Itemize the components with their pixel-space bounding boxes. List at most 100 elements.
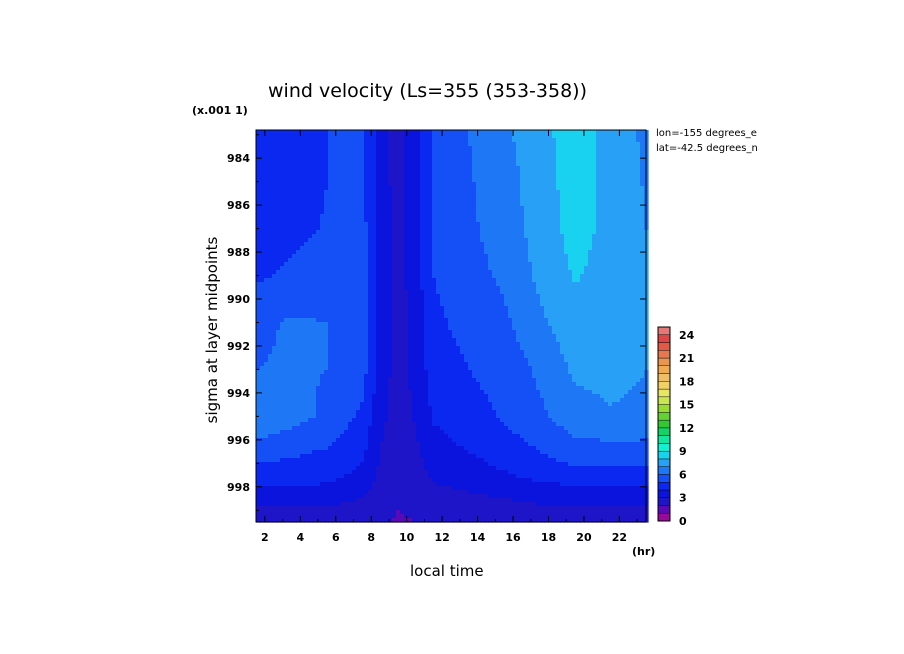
- heatmap-cell: [276, 150, 281, 155]
- heatmap-cell: [332, 138, 337, 143]
- heatmap-cell: [404, 206, 409, 211]
- heatmap-cell: [436, 298, 441, 303]
- heatmap-cell: [352, 274, 357, 279]
- heatmap-cell: [388, 158, 393, 163]
- heatmap-cell: [592, 278, 597, 283]
- heatmap-cell: [420, 198, 425, 203]
- heatmap-cell: [568, 298, 573, 303]
- heatmap-cell: [636, 154, 641, 159]
- heatmap-cell: [416, 174, 421, 179]
- heatmap-cell: [592, 246, 597, 251]
- heatmap-cell: [504, 246, 509, 251]
- heatmap-cell: [384, 222, 389, 227]
- heatmap-cell: [408, 178, 413, 183]
- heatmap-cell: [552, 326, 557, 331]
- heatmap-cell: [360, 330, 365, 335]
- heatmap-cell: [448, 150, 453, 155]
- heatmap-cell: [460, 246, 465, 251]
- heatmap-cell: [496, 326, 501, 331]
- heatmap-cell: [452, 294, 457, 299]
- heatmap-cell: [604, 182, 609, 187]
- heatmap-cell: [332, 242, 337, 247]
- heatmap-cell: [256, 262, 261, 267]
- heatmap-cell: [500, 290, 505, 295]
- heatmap-cell: [636, 242, 641, 247]
- heatmap-cell: [416, 150, 421, 155]
- heatmap-cell: [320, 234, 325, 239]
- heatmap-cell: [480, 174, 485, 179]
- heatmap-cell: [592, 274, 597, 279]
- heatmap-cell: [564, 282, 569, 287]
- heatmap-cell: [484, 198, 489, 203]
- heatmap-cell: [256, 166, 261, 171]
- heatmap-cell: [436, 254, 441, 259]
- heatmap-cell: [452, 194, 457, 199]
- heatmap-cell: [444, 266, 449, 271]
- heatmap-cell: [408, 290, 413, 295]
- heatmap-cell: [424, 270, 429, 275]
- heatmap-cell: [492, 262, 497, 267]
- heatmap-cell: [492, 294, 497, 299]
- heatmap-cell: [328, 222, 333, 227]
- heatmap-cell: [352, 246, 357, 251]
- heatmap-cell: [292, 282, 297, 287]
- heatmap-cell: [312, 170, 317, 175]
- heatmap-cell: [568, 222, 573, 227]
- heatmap-cell: [400, 170, 405, 175]
- heatmap-cell: [436, 262, 441, 267]
- heatmap-cell: [340, 322, 345, 327]
- heatmap-cell: [496, 274, 501, 279]
- heatmap-cell: [608, 326, 613, 331]
- heatmap-cell: [372, 258, 377, 263]
- heatmap-cell: [348, 214, 353, 219]
- heatmap-cell: [284, 246, 289, 251]
- heatmap-cell: [372, 250, 377, 255]
- heatmap-cell: [324, 310, 329, 315]
- heatmap-cell: [620, 202, 625, 207]
- heatmap-cell: [488, 322, 493, 327]
- heatmap-cell: [572, 218, 577, 223]
- heatmap-cell: [348, 186, 353, 191]
- heatmap-cell: [284, 234, 289, 239]
- heatmap-cell: [280, 202, 285, 207]
- heatmap-cell: [564, 254, 569, 259]
- heatmap-cell: [304, 170, 309, 175]
- heatmap-cell: [548, 302, 553, 307]
- heatmap-cell: [444, 218, 449, 223]
- heatmap-cell: [556, 134, 561, 139]
- heatmap-cell: [292, 146, 297, 151]
- heatmap-cell: [308, 254, 313, 259]
- heatmap-cell: [412, 134, 417, 139]
- heatmap-cell: [588, 298, 593, 303]
- heatmap-cell: [464, 294, 469, 299]
- heatmap-cell: [256, 306, 261, 311]
- heatmap-cell: [272, 294, 277, 299]
- heatmap-cell: [464, 322, 469, 327]
- heatmap-cell: [304, 138, 309, 143]
- heatmap-cell: [292, 302, 297, 307]
- heatmap-cell: [416, 158, 421, 163]
- heatmap-cell: [536, 254, 541, 259]
- heatmap-cell: [388, 250, 393, 255]
- heatmap-cell: [516, 174, 521, 179]
- heatmap-cell: [488, 142, 493, 147]
- heatmap-cell: [312, 130, 317, 135]
- heatmap-cell: [512, 154, 517, 159]
- heatmap-cell: [348, 278, 353, 283]
- heatmap-cell: [512, 298, 517, 303]
- heatmap-cell: [464, 266, 469, 271]
- heatmap-cell: [528, 230, 533, 235]
- heatmap-cell: [304, 242, 309, 247]
- heatmap-cell: [448, 278, 453, 283]
- heatmap-cell: [432, 170, 437, 175]
- heatmap-cell: [280, 242, 285, 247]
- heatmap-cell: [476, 194, 481, 199]
- heatmap-cell: [520, 310, 525, 315]
- heatmap-cell: [276, 298, 281, 303]
- heatmap-cell: [308, 278, 313, 283]
- heatmap-cell: [504, 266, 509, 271]
- heatmap-cell: [356, 166, 361, 171]
- heatmap-cell: [612, 190, 617, 195]
- heatmap-cell: [276, 178, 281, 183]
- heatmap-cell: [624, 306, 629, 311]
